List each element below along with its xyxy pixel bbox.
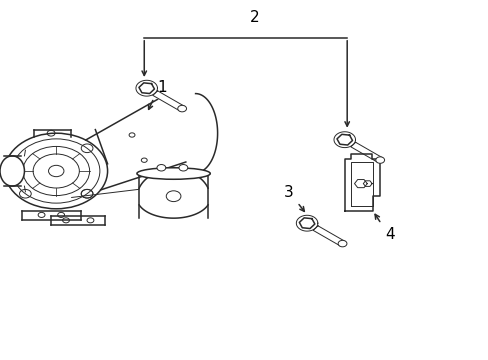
- Circle shape: [179, 165, 187, 171]
- Text: 4: 4: [385, 227, 394, 242]
- Ellipse shape: [137, 168, 210, 179]
- Polygon shape: [344, 154, 380, 211]
- Polygon shape: [336, 134, 352, 145]
- Text: 1: 1: [157, 80, 167, 95]
- Polygon shape: [152, 91, 184, 111]
- Circle shape: [375, 157, 384, 163]
- Polygon shape: [312, 226, 344, 246]
- Circle shape: [177, 105, 186, 112]
- Polygon shape: [333, 132, 355, 148]
- Polygon shape: [354, 180, 366, 188]
- Circle shape: [337, 240, 346, 247]
- Polygon shape: [136, 80, 157, 96]
- Polygon shape: [350, 142, 382, 162]
- Ellipse shape: [0, 156, 24, 186]
- Text: 3: 3: [283, 185, 293, 200]
- Circle shape: [157, 165, 165, 171]
- Polygon shape: [296, 215, 317, 231]
- Polygon shape: [299, 218, 314, 229]
- Text: 2: 2: [249, 10, 259, 25]
- Polygon shape: [139, 83, 154, 94]
